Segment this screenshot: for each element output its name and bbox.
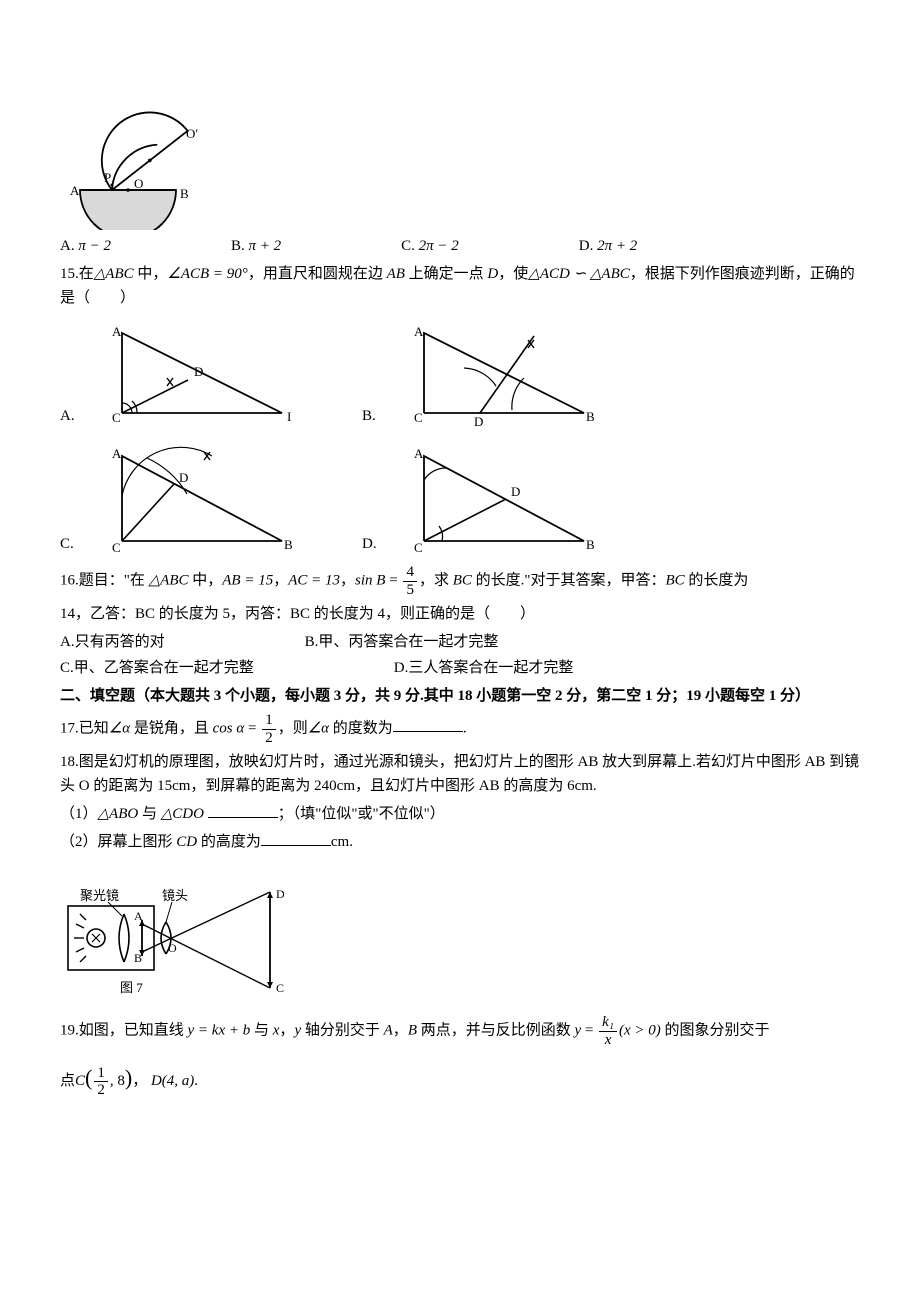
svg-text:D: D [179, 470, 188, 485]
svg-text:A: A [134, 909, 143, 923]
q15-fig-B: A D C B [384, 318, 604, 428]
q15-C-label: C. [60, 532, 76, 556]
svg-text:C: C [414, 540, 423, 555]
svg-text:C: C [414, 410, 423, 425]
q18-figure: 聚光镜 镜头 A B O D C 图 7 [60, 864, 860, 1004]
q15-row2: C. A D C B D. A D C B [60, 436, 860, 556]
svg-text:O: O [168, 941, 177, 955]
q18-blank2 [261, 830, 331, 846]
q14-A: π − 2 [78, 238, 111, 254]
svg-text:A: A [414, 324, 424, 339]
q14-B-label: B. [231, 238, 245, 254]
q16-C: C.甲、乙答案合在一起才完整 [60, 656, 254, 680]
svg-text:B: B [284, 537, 293, 552]
q15-fig-C: A D C B [82, 436, 302, 556]
svg-text:镜头: 镜头 [162, 888, 188, 903]
q18-p2: （2）屏幕上图形 CD 的高度为cm. [60, 830, 860, 854]
q17-stem: 17.已知∠α 是锐角，且 cos α = 12，则∠α 的度数为. [60, 712, 860, 746]
svg-text:图 7: 图 7 [120, 980, 143, 995]
q14-B: π + 2 [249, 238, 282, 254]
q14-C: 2π − 2 [419, 238, 459, 254]
q14-options: A. π − 2 B. π + 2 C. 2π − 2 D. 2π + 2 [60, 234, 860, 258]
q15-fig-A: A D C I [82, 318, 302, 428]
svg-text:A: A [112, 446, 122, 461]
svg-text:聚光镜: 聚光镜 [80, 888, 119, 903]
label-Oprime: O′ [186, 126, 198, 141]
svg-text:B: B [586, 409, 595, 424]
svg-text:C: C [276, 981, 284, 995]
section2-heading: 二、填空题（本大题共 3 个小题，每小题 3 分，共 9 分.其中 18 小题第… [60, 684, 860, 708]
q16-B: B.甲、丙答案合在一起才完整 [305, 630, 499, 654]
label-B: B [180, 186, 189, 201]
q18-line1: 18.图是幻灯机的原理图，放映幻灯片时，通过光源和镜头，把幻灯片上的图形 AB … [60, 750, 860, 798]
q14-A-label: A. [60, 238, 75, 254]
label-A: A [70, 183, 80, 198]
svg-text:A: A [414, 446, 424, 461]
q15-row1: A. A D C I B. A D C B [60, 318, 860, 428]
q16-stem-line1: 16.题目："在 △ABC 中，AB = 15，AC = 13，sin B = … [60, 564, 860, 598]
svg-text:A: A [112, 324, 122, 339]
svg-text:B: B [134, 951, 142, 965]
q19-line2: 点C(12, 8)， D(4, a). [60, 1060, 860, 1099]
q19-line1: 19.如图，已知直线 y = kx + b 与 x，y 轴分别交于 A，B 两点… [60, 1014, 860, 1048]
q15-fig-D: A D C B [384, 436, 604, 556]
svg-text:C: C [112, 540, 121, 555]
svg-text:I: I [287, 409, 291, 424]
q17-blank [393, 716, 463, 732]
q16-D: D.三人答案合在一起才完整 [394, 656, 574, 680]
svg-text:D: D [276, 887, 285, 901]
q16-opts-row2: C.甲、乙答案合在一起才完整 D.三人答案合在一起才完整 [60, 656, 860, 680]
svg-text:D: D [511, 484, 520, 499]
q14-D-label: D. [579, 238, 594, 254]
q16-opts-row1: A.只有丙答的对 B.甲、丙答案合在一起才完整 [60, 630, 860, 654]
label-P: P [104, 170, 111, 185]
q18-p1: （1）△ABO 与 △CDO ；（填"位似"或"不位似"） [60, 802, 860, 826]
q14-C-label: C. [401, 238, 415, 254]
q15-D-label: D. [362, 532, 378, 556]
q16-stem-line2: 14，乙答：BC 的长度为 5，丙答：BC 的长度为 4，则正确的是（ ） [60, 602, 860, 626]
q14-figure: A B P O O′ [60, 110, 860, 230]
label-O: O [134, 176, 143, 191]
q16-A: A.只有丙答的对 [60, 630, 165, 654]
svg-text:D: D [474, 414, 483, 428]
q18-blank1 [208, 802, 278, 818]
q15-A-label: A. [60, 404, 76, 428]
q15-B-label: B. [362, 404, 378, 428]
svg-text:B: B [586, 537, 595, 552]
svg-text:C: C [112, 410, 121, 425]
q15-stem: 15.在△ABC 中，∠ACB = 90°，用直尺和圆规在边 AB 上确定一点 … [60, 262, 860, 310]
q14-D: 2π + 2 [597, 238, 637, 254]
svg-text:D: D [194, 364, 203, 379]
